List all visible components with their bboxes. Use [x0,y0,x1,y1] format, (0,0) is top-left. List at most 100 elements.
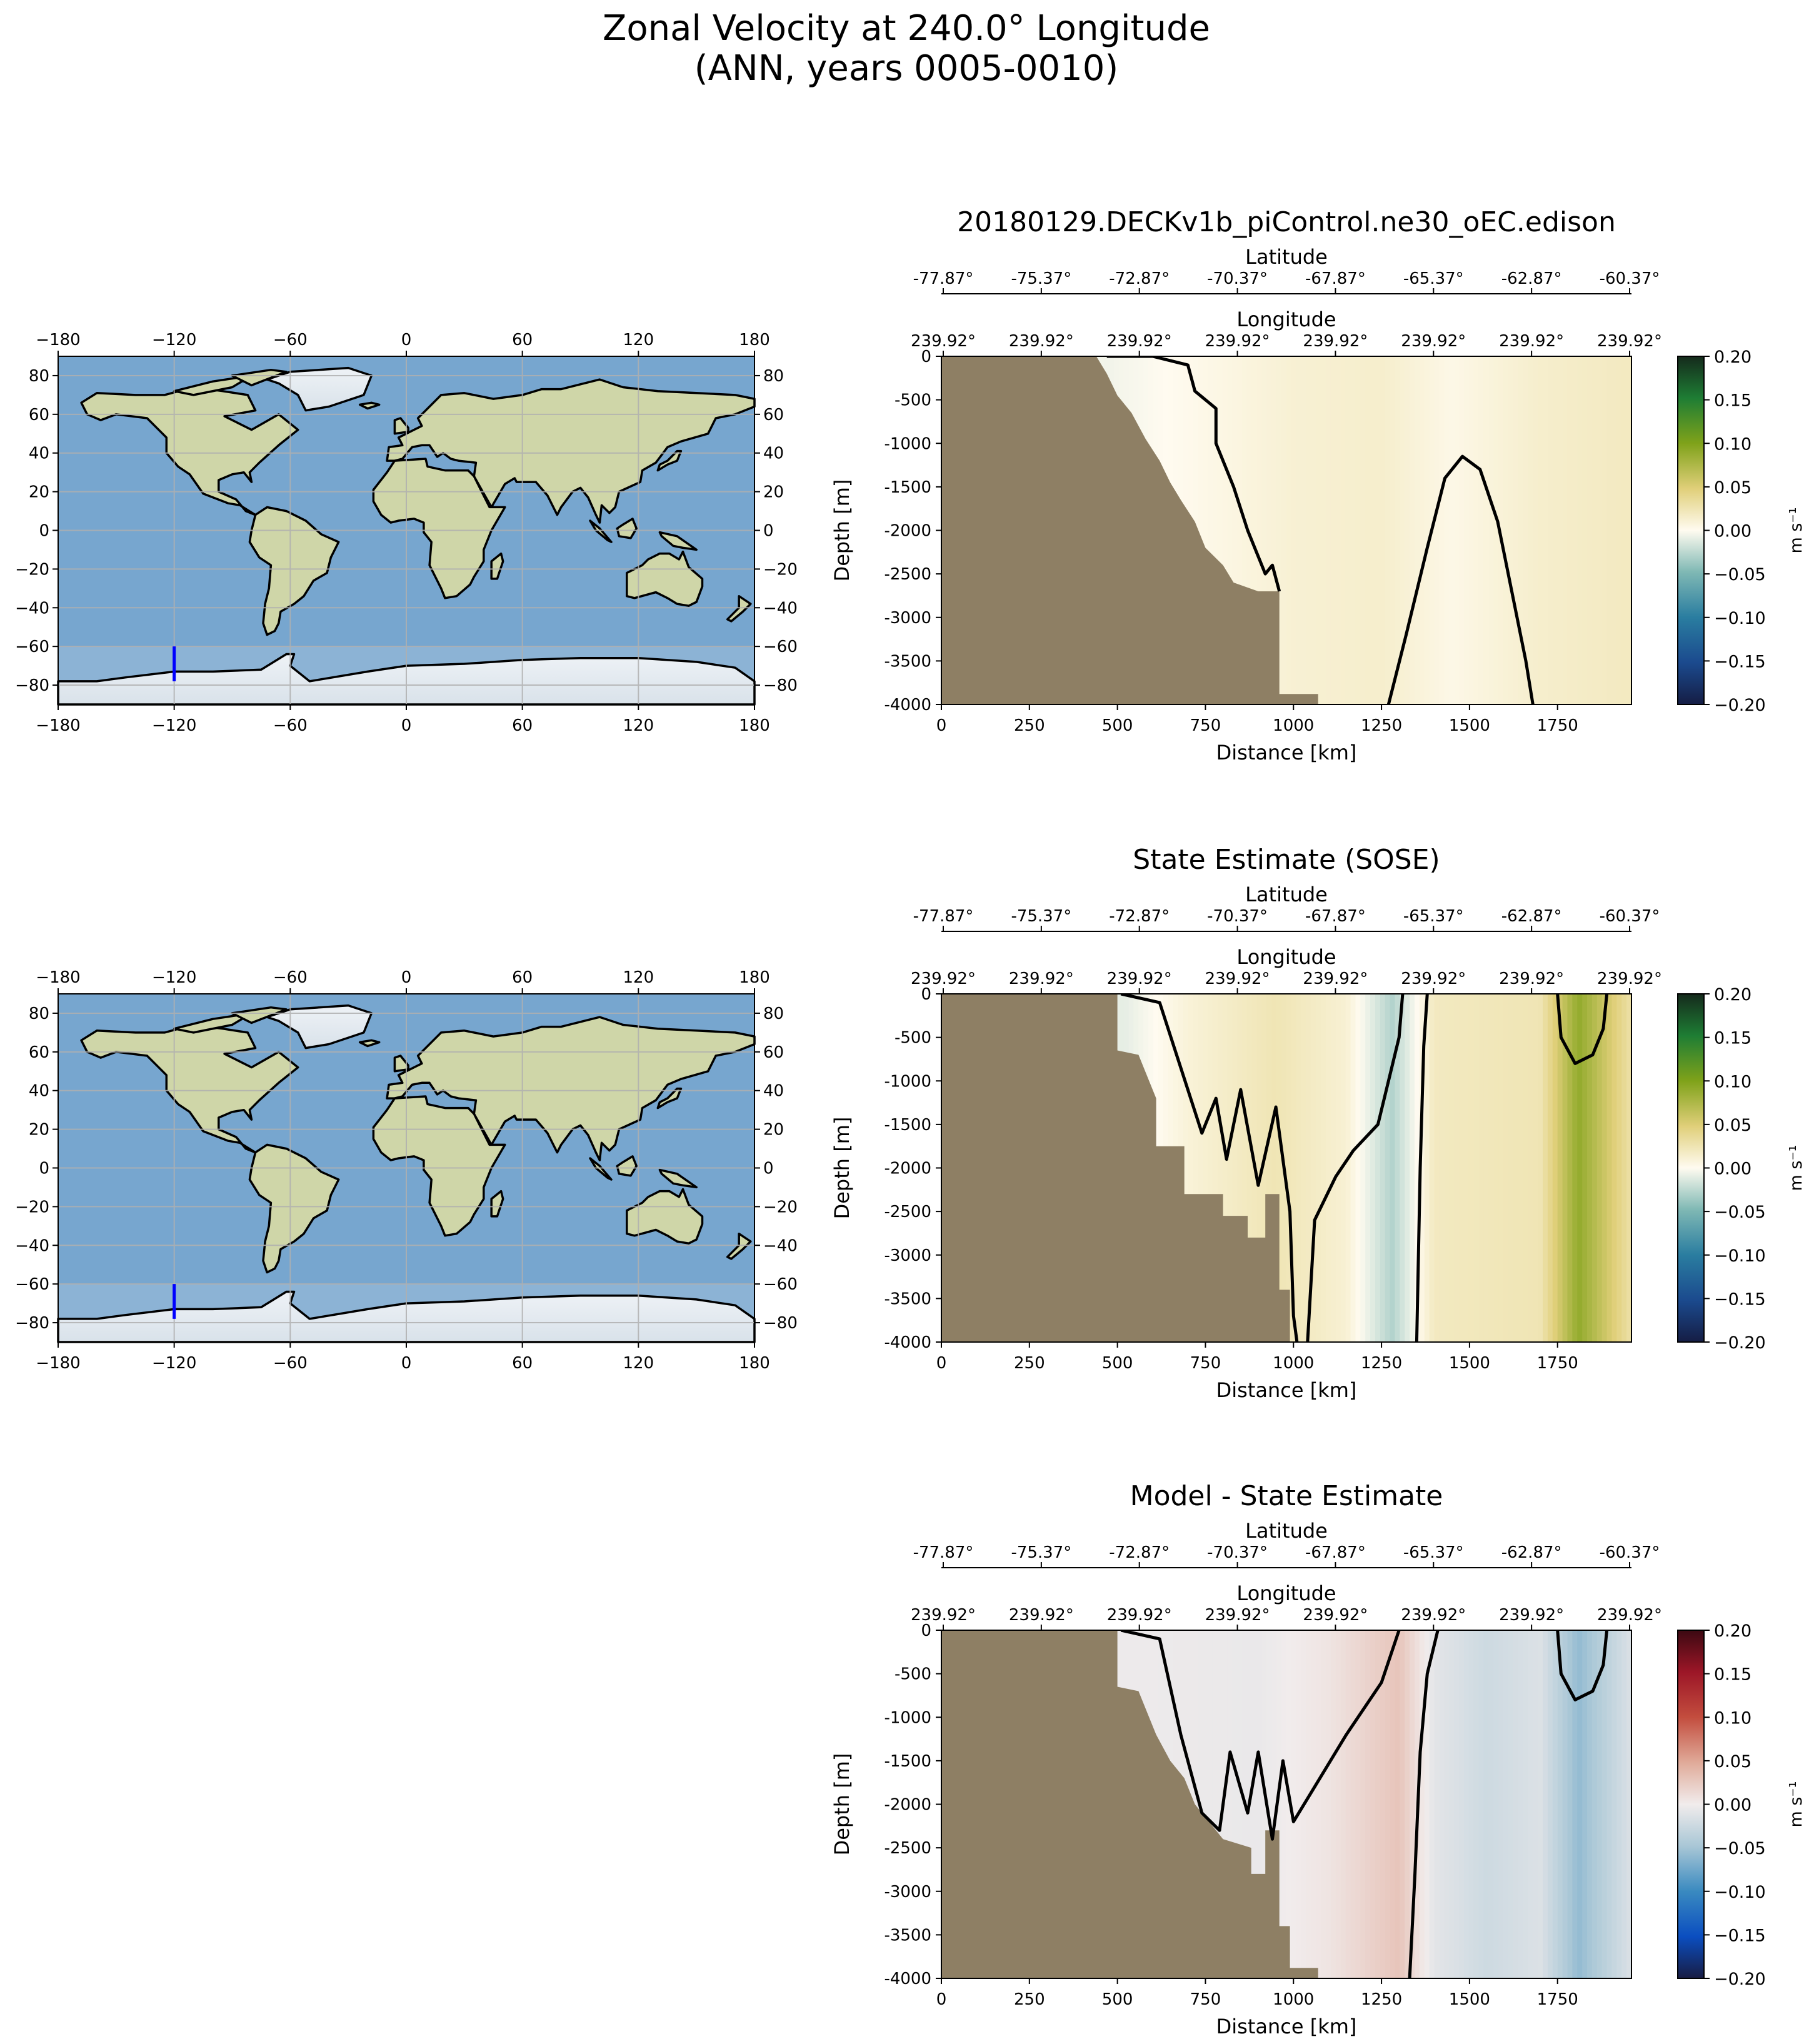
map-lon-tick-bottom: −120 [152,716,196,735]
colorbar-tick-label: −0.10 [1714,1246,1766,1266]
panel-title: State Estimate (SOSE) [1133,844,1440,876]
latitude-tick-label: -70.37° [1207,907,1268,926]
longitude-tick-label: 239.92° [1597,969,1662,988]
zero-contour [1415,994,1429,1342]
x-tick-label: 1000 [1273,1990,1314,2009]
field-column [1557,356,1563,704]
field-column [1276,356,1283,704]
field-column [1405,1630,1411,1978]
field-column [1370,356,1376,704]
field-column [1385,356,1391,704]
field-column [1463,1630,1470,1978]
y-axis-label: Depth [m] [830,1753,854,1856]
field-column [1237,356,1243,704]
map-lat-tick-left: 20 [29,483,49,502]
field-column [1419,1630,1425,1978]
colorbar-tick-label: −0.15 [1714,1926,1766,1945]
field-column [1493,1630,1500,1978]
field-column [1543,994,1548,1342]
field-column [1523,1630,1529,1978]
x-tick-label: 500 [1102,716,1133,735]
seafloor-land [941,1630,1318,1978]
colorbar-tick-label: −0.15 [1714,1290,1766,1309]
x-tick-label: 1250 [1361,1990,1402,2009]
colorbar-tick-label: 0.20 [1714,985,1751,1004]
colorbar-label: m s⁻¹ [1786,1781,1806,1827]
y-tick-label: -2000 [884,1160,931,1178]
field-column [1518,356,1524,704]
field-column [1533,1630,1539,1978]
colorbar-tick-label: 0.05 [1714,1752,1751,1771]
y-tick-label: -2500 [884,1839,931,1858]
field-column [1567,1630,1573,1978]
colorbar-tick-label: 0.00 [1714,522,1751,541]
field-column [1528,994,1534,1342]
longitude-tick-label: 239.92° [1401,969,1466,988]
field-column [1562,994,1568,1342]
colorbar-tick-label: 0.05 [1714,478,1751,498]
map-lon-tick-top: −120 [152,331,196,349]
field-column [1232,994,1238,1342]
field-column [1626,994,1631,1342]
x-tick-label: 1250 [1361,716,1402,735]
x-tick-label: 500 [1102,1354,1133,1373]
map-lat-tick-right: 40 [763,444,784,463]
colorbar-tick-label: −0.05 [1714,1203,1766,1222]
field-column [1335,994,1341,1342]
field-column [1281,356,1287,704]
longitude-tick-label: 239.92° [1303,969,1368,988]
field-column [1424,356,1430,704]
longitude-tick-label: 239.92° [1303,332,1368,351]
x-axis-label: Distance [km] [1216,741,1357,764]
map-lon-tick-bottom: −120 [152,1354,196,1373]
y-tick-label: 0 [921,1621,931,1640]
field-column [1326,994,1331,1342]
field-column [1296,994,1302,1342]
field-column [1468,356,1475,704]
field-column [1528,1630,1534,1978]
y-tick-label: -3500 [884,652,931,671]
map-lat-tick-right: −60 [763,1275,798,1294]
x-tick-label: 250 [1014,1354,1045,1373]
latitude-tick-label: -75.37° [1011,1543,1071,1562]
field-column [1483,1630,1490,1978]
map-lon-tick-bottom: −180 [36,716,80,735]
map-lat-tick-right: −80 [763,676,798,695]
field-column [1256,356,1263,704]
longitude-tick-label: 239.92° [1205,1606,1270,1625]
latitude-tick-label: -62.87° [1501,1543,1562,1562]
field-column [1478,1630,1485,1978]
colorbar [1677,993,1705,1343]
field-column [1463,356,1470,704]
field-column [1251,1630,1258,1978]
field-column [1468,1630,1475,1978]
field-column [1360,356,1366,704]
field-column [1261,1630,1268,1978]
longitude-tick-label: 239.92° [1205,332,1270,351]
longitude-tick-label: 239.92° [1009,969,1074,988]
field-column [1429,994,1435,1342]
field-column [1212,994,1218,1342]
field-column [1591,1630,1598,1978]
colorbar [1677,1630,1705,1979]
field-column [1429,1630,1435,1978]
x-tick-label: 0 [936,716,947,735]
field-column [1395,994,1401,1342]
field-column [1454,356,1460,704]
figure-title: Zonal Velocity at 240.0° Longitude (ANN,… [603,8,1210,89]
field-column [1626,1630,1631,1978]
landmass [626,550,704,607]
field-column [1415,994,1420,1342]
field-column [1538,1630,1544,1978]
zero-contour [1120,994,1299,1342]
longitude-tick-label: 239.92° [1597,1606,1662,1625]
map-lon-tick-top: 120 [623,968,654,987]
landmass [386,378,756,524]
zero-contour [1386,454,1535,704]
longitude-tick-label: 239.92° [1597,332,1662,351]
field-column [1626,356,1631,704]
map-lon-tick-bottom: −180 [36,1354,80,1373]
field-column [1601,1630,1608,1978]
landmass [589,519,613,543]
field-column [1493,356,1500,704]
